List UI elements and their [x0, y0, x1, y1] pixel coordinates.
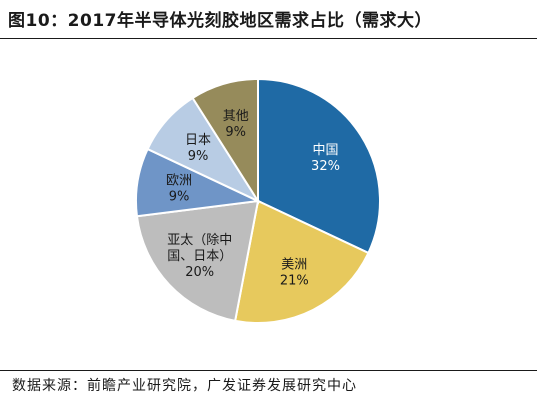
- pie-slice-label-2: 亚太（除中国、日本） 20%: [167, 233, 232, 280]
- pie-slice-name: 其他: [223, 109, 249, 124]
- pie-slice-label-0: 中国 32%: [311, 143, 340, 174]
- pie-chart: 中国 32%美洲 21%亚太（除中国、日本） 20%欧洲 9%日本 9%其他 9%: [135, 77, 382, 324]
- pie-slice-label-5: 其他 9%: [223, 109, 249, 140]
- pie-labels: 中国 32%美洲 21%亚太（除中国、日本） 20%欧洲 9%日本 9%其他 9%: [166, 109, 340, 288]
- pie-slice-value: 32%: [311, 159, 340, 174]
- pie-slice-name: 亚太（除中: [167, 233, 232, 248]
- source-note: 数据来源：前瞻产业研究院，广发证券发展研究中心: [12, 378, 357, 394]
- pie-slice-value: 9%: [169, 190, 190, 205]
- pie-slice-label-4: 日本 9%: [185, 133, 211, 164]
- pie-slice-value: 9%: [225, 125, 246, 140]
- pie-slice-1: [233, 199, 370, 324]
- pie-slice-2: [135, 199, 260, 323]
- pie-slice-label-1: 美洲 21%: [280, 257, 309, 288]
- pie-slice-name: 日本: [185, 133, 211, 148]
- source-divider: [0, 370, 537, 371]
- pie-slice-value: 9%: [188, 149, 209, 164]
- pie-slice-5: [191, 77, 259, 205]
- pie-slice-name: 国、日本）: [167, 249, 232, 264]
- title-divider: [0, 38, 537, 39]
- pie-slice-label-3: 欧洲 9%: [166, 174, 192, 205]
- pie-slice-value: 20%: [185, 265, 214, 280]
- pie-slice-name: 美洲: [281, 257, 307, 272]
- pie-slice-value: 21%: [280, 273, 309, 288]
- pie-slice-name: 欧洲: [166, 174, 192, 189]
- chart-title: 图10：2017年半导体光刻胶地区需求占比（需求大）: [8, 11, 432, 31]
- pie-slices: [135, 77, 382, 324]
- pie-slice-0: [257, 77, 382, 255]
- pie-slice-name: 中国: [312, 143, 338, 158]
